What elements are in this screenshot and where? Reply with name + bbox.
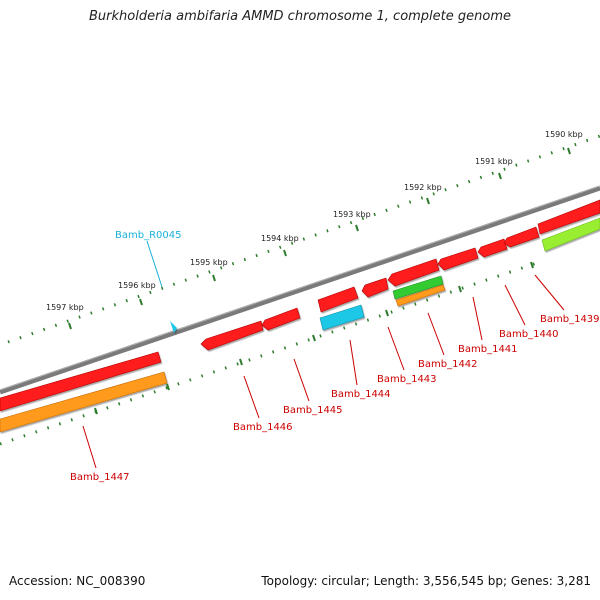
scale-tick-major-1593 [355,224,359,232]
gene-bamb-1446-feature[interactable] [200,320,264,351]
scale-tick-major-1590 [567,147,571,155]
scale-labels: 1590 kbp 1591 kbp 1592 kbp 1593 kbp 1594… [46,130,583,312]
leader-bamb-1439 [534,274,565,311]
scale-label-1597: 1597 kbp [46,303,84,312]
accession-text: Accession: NC_008390 [9,574,146,588]
chromosome-backbone-highlight [0,185,600,391]
leader-bamb-1445 [293,358,310,402]
scale-label-1591: 1591 kbp [475,157,513,166]
gene-bamb-1447-feature[interactable] [0,351,162,412]
map-title: Burkholderia ambifaria AMMD chromosome 1… [88,9,512,24]
gene-bamb-1441-feature[interactable] [437,247,479,271]
gene-label-bamb-1446[interactable]: Bamb_1446 [233,422,293,433]
leader-bamb-1440 [504,284,526,326]
gene-label-bamb-1442[interactable]: Bamb_1442 [418,359,478,370]
label-leader-lines [82,240,565,469]
gene-bamb-1442-feature[interactable] [387,258,440,287]
scale-tick-major-1594 [283,249,287,257]
inner-scale-ticks [0,260,541,446]
inner-tick-major-c [239,358,243,366]
scale-tick-major-1595 [212,274,216,282]
inner-tick-major-d [312,334,316,342]
gene-label-bamb-1439[interactable]: Bamb_1439 [540,314,600,325]
scale-tick-major-1596 [139,298,143,306]
scale-tick-dots [7,134,600,344]
gene-bamb-1443-feature[interactable] [361,277,389,298]
gene-bamb-1440-b-feature[interactable] [503,226,540,248]
gene-bamb-1447-misc-feature[interactable] [0,371,168,433]
inner-tick-major-f [458,285,462,293]
gene-bamb-1439-feature[interactable] [537,199,600,235]
outer-scale-ticks [7,134,600,344]
scale-label-1595: 1595 kbp [190,258,228,267]
genome-summary-text: Topology: circular; Length: 3,556,545 bp… [261,574,591,588]
scale-tick-major-1591 [498,172,502,180]
gene-label-bamb-1443[interactable]: Bamb_1443 [377,374,437,385]
gene-label-bamb-1441[interactable]: Bamb_1441 [458,344,518,355]
leader-bamb-1446 [243,375,260,419]
leader-bamb-1444 [349,339,358,386]
leader-bamb-1447 [82,425,97,469]
leader-bamb-r0045 [146,240,163,288]
scale-label-1596: 1596 kbp [118,281,156,290]
scale-label-1592: 1592 kbp [404,183,442,192]
scale-label-1593: 1593 kbp [333,210,371,219]
inner-tick-major-a [94,407,98,415]
scale-label-1590: 1590 kbp [545,130,583,139]
forward-strand-features [170,199,600,333]
gene-label-bamb-r0045[interactable]: Bamb_R0045 [115,230,181,241]
gene-label-bamb-1444[interactable]: Bamb_1444 [331,389,391,400]
gene-bamb-1442-misc-feature[interactable] [395,284,446,307]
scale-tick-major-1592 [426,197,430,205]
gene-label-bamb-1445[interactable]: Bamb_1445 [283,405,343,416]
chromosome-backbone [0,185,600,395]
gene-label-bamb-1440[interactable]: Bamb_1440 [499,329,559,340]
leader-bamb-1441 [472,296,483,341]
gene-bamb-1444-r-feature[interactable] [317,286,359,313]
gene-bamb-1442-green-feature[interactable] [392,275,444,300]
leader-bamb-1443 [387,326,405,371]
scale-label-1594: 1594 kbp [261,234,299,243]
gene-bamb-1440-feature[interactable] [477,238,508,258]
inner-tick-major-e [385,309,389,317]
gene-bamb-1445-feature[interactable] [261,307,301,331]
inner-tick-major-g [530,261,534,269]
scale-tick-major-1597 [68,322,72,330]
gene-label-bamb-1447[interactable]: Bamb_1447 [70,472,130,483]
inner-strand-features [0,217,600,433]
leader-bamb-1442 [427,312,445,356]
gene-bamb-1439-green-feature[interactable] [541,217,600,252]
inner-tick-major-b [166,383,170,391]
gene-labels: Bamb_R0045 Bamb_1439 Bamb_1440 Bamb_1441… [70,230,600,483]
gene-bamb-r0045-feature[interactable] [170,321,177,333]
gene-bamb-1444-feature[interactable] [319,304,365,331]
